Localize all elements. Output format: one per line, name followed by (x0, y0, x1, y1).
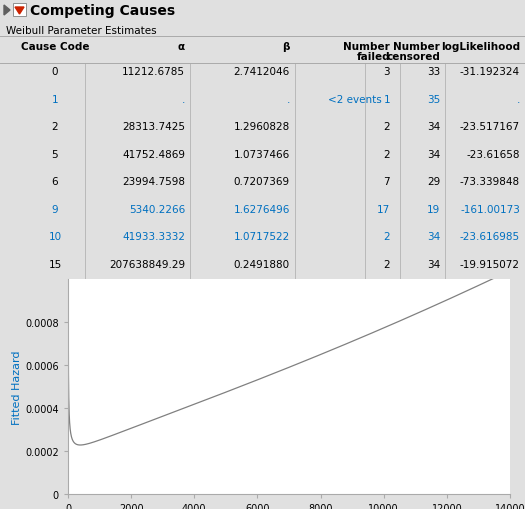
Text: 35: 35 (427, 94, 440, 104)
Y-axis label: Fitted Hazard: Fitted Hazard (13, 350, 23, 424)
Text: 1.6276496: 1.6276496 (234, 204, 290, 214)
Text: 207638849.29: 207638849.29 (109, 259, 185, 269)
Text: 41933.3332: 41933.3332 (122, 232, 185, 242)
Text: Number: Number (343, 42, 390, 52)
Text: 28313.7425: 28313.7425 (122, 122, 185, 132)
Text: 34: 34 (427, 149, 440, 159)
Text: 23994.7598: 23994.7598 (122, 177, 185, 187)
Text: 7: 7 (383, 177, 390, 187)
Text: 19: 19 (427, 204, 440, 214)
Text: -23.616985: -23.616985 (460, 232, 520, 242)
Text: 17: 17 (377, 204, 390, 214)
Text: 2: 2 (383, 122, 390, 132)
Text: 41752.4869: 41752.4869 (122, 149, 185, 159)
Text: 10: 10 (48, 232, 61, 242)
Text: 29: 29 (427, 177, 440, 187)
Text: 2: 2 (383, 232, 390, 242)
Text: failed: failed (356, 52, 390, 62)
Text: Number: Number (393, 42, 440, 52)
Text: 15: 15 (48, 259, 61, 269)
Text: 1.2960828: 1.2960828 (234, 122, 290, 132)
Text: .: . (287, 94, 290, 104)
Text: Competing Causes: Competing Causes (30, 4, 175, 18)
Text: -31.192324: -31.192324 (460, 67, 520, 77)
Text: -161.00173: -161.00173 (460, 204, 520, 214)
Text: 34: 34 (427, 259, 440, 269)
Text: 3: 3 (383, 67, 390, 77)
Text: .: . (182, 94, 185, 104)
Text: 33: 33 (427, 67, 440, 77)
Text: 0: 0 (52, 67, 58, 77)
Text: -23.517167: -23.517167 (460, 122, 520, 132)
Text: 1.0717522: 1.0717522 (234, 232, 290, 242)
Text: 1: 1 (383, 94, 390, 104)
Text: 11212.6785: 11212.6785 (122, 67, 185, 77)
Text: 2: 2 (51, 122, 58, 132)
Text: 0.7207369: 0.7207369 (234, 177, 290, 187)
Text: 5340.2266: 5340.2266 (129, 204, 185, 214)
Text: 6: 6 (51, 177, 58, 187)
Text: 34: 34 (427, 122, 440, 132)
Text: -19.915072: -19.915072 (460, 259, 520, 269)
Text: 2.7412046: 2.7412046 (234, 67, 290, 77)
Polygon shape (4, 6, 10, 16)
Text: 1: 1 (51, 94, 58, 104)
Text: 9: 9 (51, 204, 58, 214)
Text: <2 events: <2 events (328, 94, 382, 104)
Text: β: β (282, 42, 290, 52)
FancyBboxPatch shape (13, 4, 26, 17)
Text: 1.0737466: 1.0737466 (234, 149, 290, 159)
Text: .: . (517, 94, 520, 104)
Text: Cause Code: Cause Code (21, 42, 89, 52)
Text: 34: 34 (427, 232, 440, 242)
Text: α: α (178, 42, 185, 52)
Text: logLikelihood: logLikelihood (441, 42, 520, 52)
Text: censored: censored (386, 52, 440, 62)
Polygon shape (15, 8, 24, 15)
Text: 2: 2 (383, 149, 390, 159)
Text: 5: 5 (51, 149, 58, 159)
Text: Weibull Parameter Estimates: Weibull Parameter Estimates (6, 26, 156, 36)
Text: -23.61658: -23.61658 (467, 149, 520, 159)
Text: 0.2491880: 0.2491880 (234, 259, 290, 269)
Text: -73.339848: -73.339848 (460, 177, 520, 187)
Text: 2: 2 (383, 259, 390, 269)
